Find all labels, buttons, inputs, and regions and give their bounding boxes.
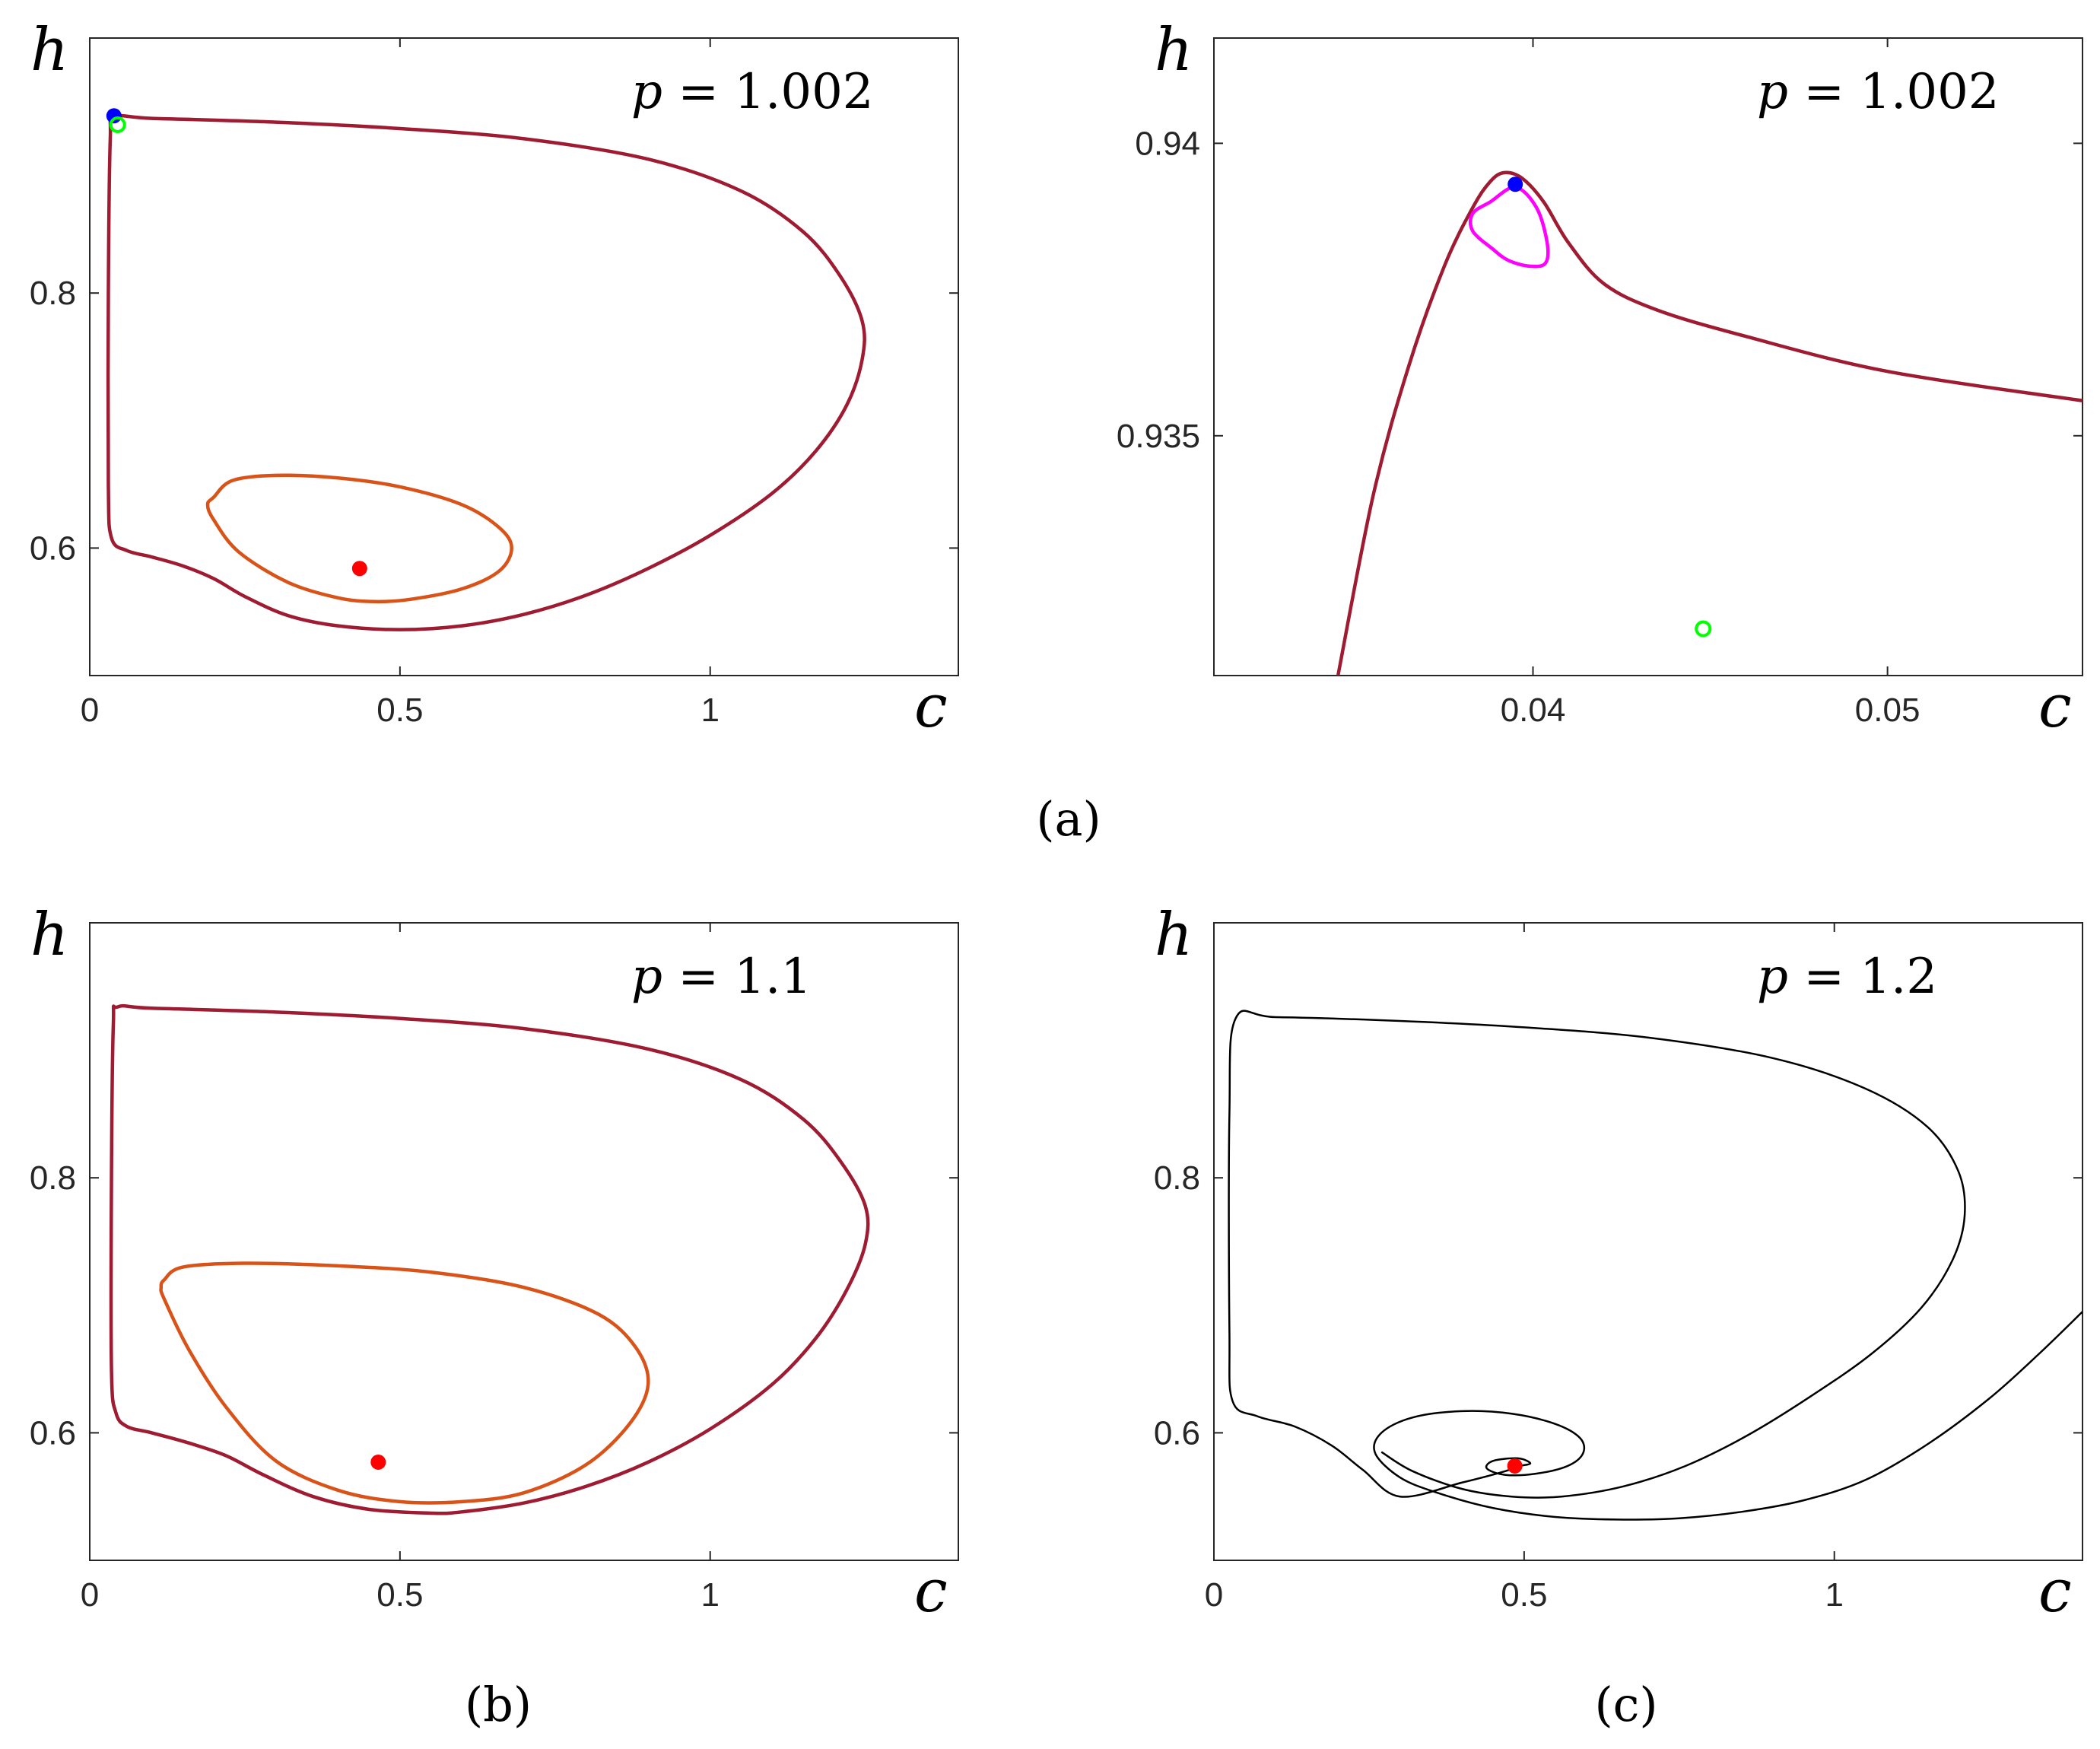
annotation: p = 1.2 — [1757, 949, 1937, 1005]
panel-a-left: 0 0.5 1 0.6 0.8 h c p = 1.002 — [30, 16, 959, 741]
series-line — [159, 1261, 650, 1505]
point-marker — [370, 1454, 386, 1470]
x-tick-label: 0 — [1205, 1576, 1223, 1614]
x-tick-label: 0.5 — [1501, 1576, 1547, 1614]
y-tick-label: 0.6 — [1154, 1414, 1200, 1452]
y-tick-label: 0.6 — [30, 1414, 76, 1452]
annotation-value: 1.2 — [1860, 949, 1937, 1005]
annotation-value: 1.1 — [734, 949, 812, 1005]
xlabel: c — [2038, 673, 2072, 741]
y-tick-label: 0.935 — [1117, 418, 1200, 455]
ylabel: h — [30, 16, 68, 84]
plot-frame — [1213, 37, 2083, 676]
ylabel: h — [1155, 16, 1193, 84]
x-tick-label: 0.04 — [1501, 692, 1566, 729]
ylabel: h — [30, 901, 68, 969]
xlabel: c — [2038, 1557, 2072, 1626]
x-tick-label: 0.05 — [1855, 692, 1920, 729]
series-line — [109, 1003, 870, 1515]
point-marker — [351, 561, 367, 577]
caption-c: (c) — [1594, 1677, 1657, 1732]
x-tick-label: 1 — [701, 692, 719, 729]
series-line — [1373, 1311, 2083, 1521]
xlabel: c — [914, 1557, 948, 1626]
annotation-variable: p — [631, 949, 662, 1005]
plot-frame — [1213, 922, 2083, 1561]
series-line — [1336, 170, 2083, 676]
x-tick-label: 0 — [81, 692, 99, 729]
annotation: p = 1.1 — [631, 949, 812, 1005]
annotation: p = 1.002 — [631, 64, 874, 120]
panel-b: 0 0.5 1 0.6 0.8 h c p = 1.1 — [30, 901, 959, 1626]
point-marker — [1695, 620, 1712, 638]
x-tick-label: 1 — [1825, 1576, 1843, 1614]
x-tick-label: 0.5 — [376, 1576, 423, 1614]
caption-a: (a) — [1036, 791, 1101, 847]
x-tick-label: 0 — [81, 1576, 99, 1614]
y-tick-label: 0.8 — [30, 1159, 76, 1197]
y-tick-label: 0.6 — [30, 529, 76, 567]
x-tick-label: 0.5 — [376, 692, 423, 729]
annotation-variable: p — [631, 64, 662, 120]
y-tick-label: 0.8 — [30, 275, 76, 312]
annotation: p = 1.002 — [1757, 64, 2000, 120]
y-tick-label: 0.8 — [1154, 1159, 1200, 1197]
y-tick-label: 0.94 — [1135, 125, 1200, 162]
ylabel: h — [1155, 901, 1193, 969]
x-tick-label: 1 — [701, 1576, 719, 1614]
point-marker — [1507, 1458, 1523, 1474]
series-line — [106, 113, 866, 631]
annotation-variable: p — [1757, 64, 1788, 120]
xlabel: c — [914, 673, 948, 741]
caption-b: (b) — [465, 1677, 532, 1732]
panel-a-right: 0.04 0.05 0.935 0.94 h c p = 1.002 — [1117, 16, 2083, 741]
plot-frame — [89, 37, 959, 676]
plot-frame — [89, 922, 959, 1561]
panel-c: 0 0.5 1 0.6 0.8 h c p = 1.2 — [1154, 901, 2083, 1626]
annotation-value: 1.002 — [734, 64, 873, 120]
point-marker — [1507, 176, 1523, 192]
point-marker — [109, 116, 126, 133]
annotation-value: 1.002 — [1860, 64, 1999, 120]
series-line — [205, 473, 513, 604]
point-marker — [106, 108, 122, 124]
series-line — [1228, 1010, 1966, 1499]
series-line — [1468, 185, 1550, 269]
annotation-variable: p — [1757, 949, 1788, 1005]
